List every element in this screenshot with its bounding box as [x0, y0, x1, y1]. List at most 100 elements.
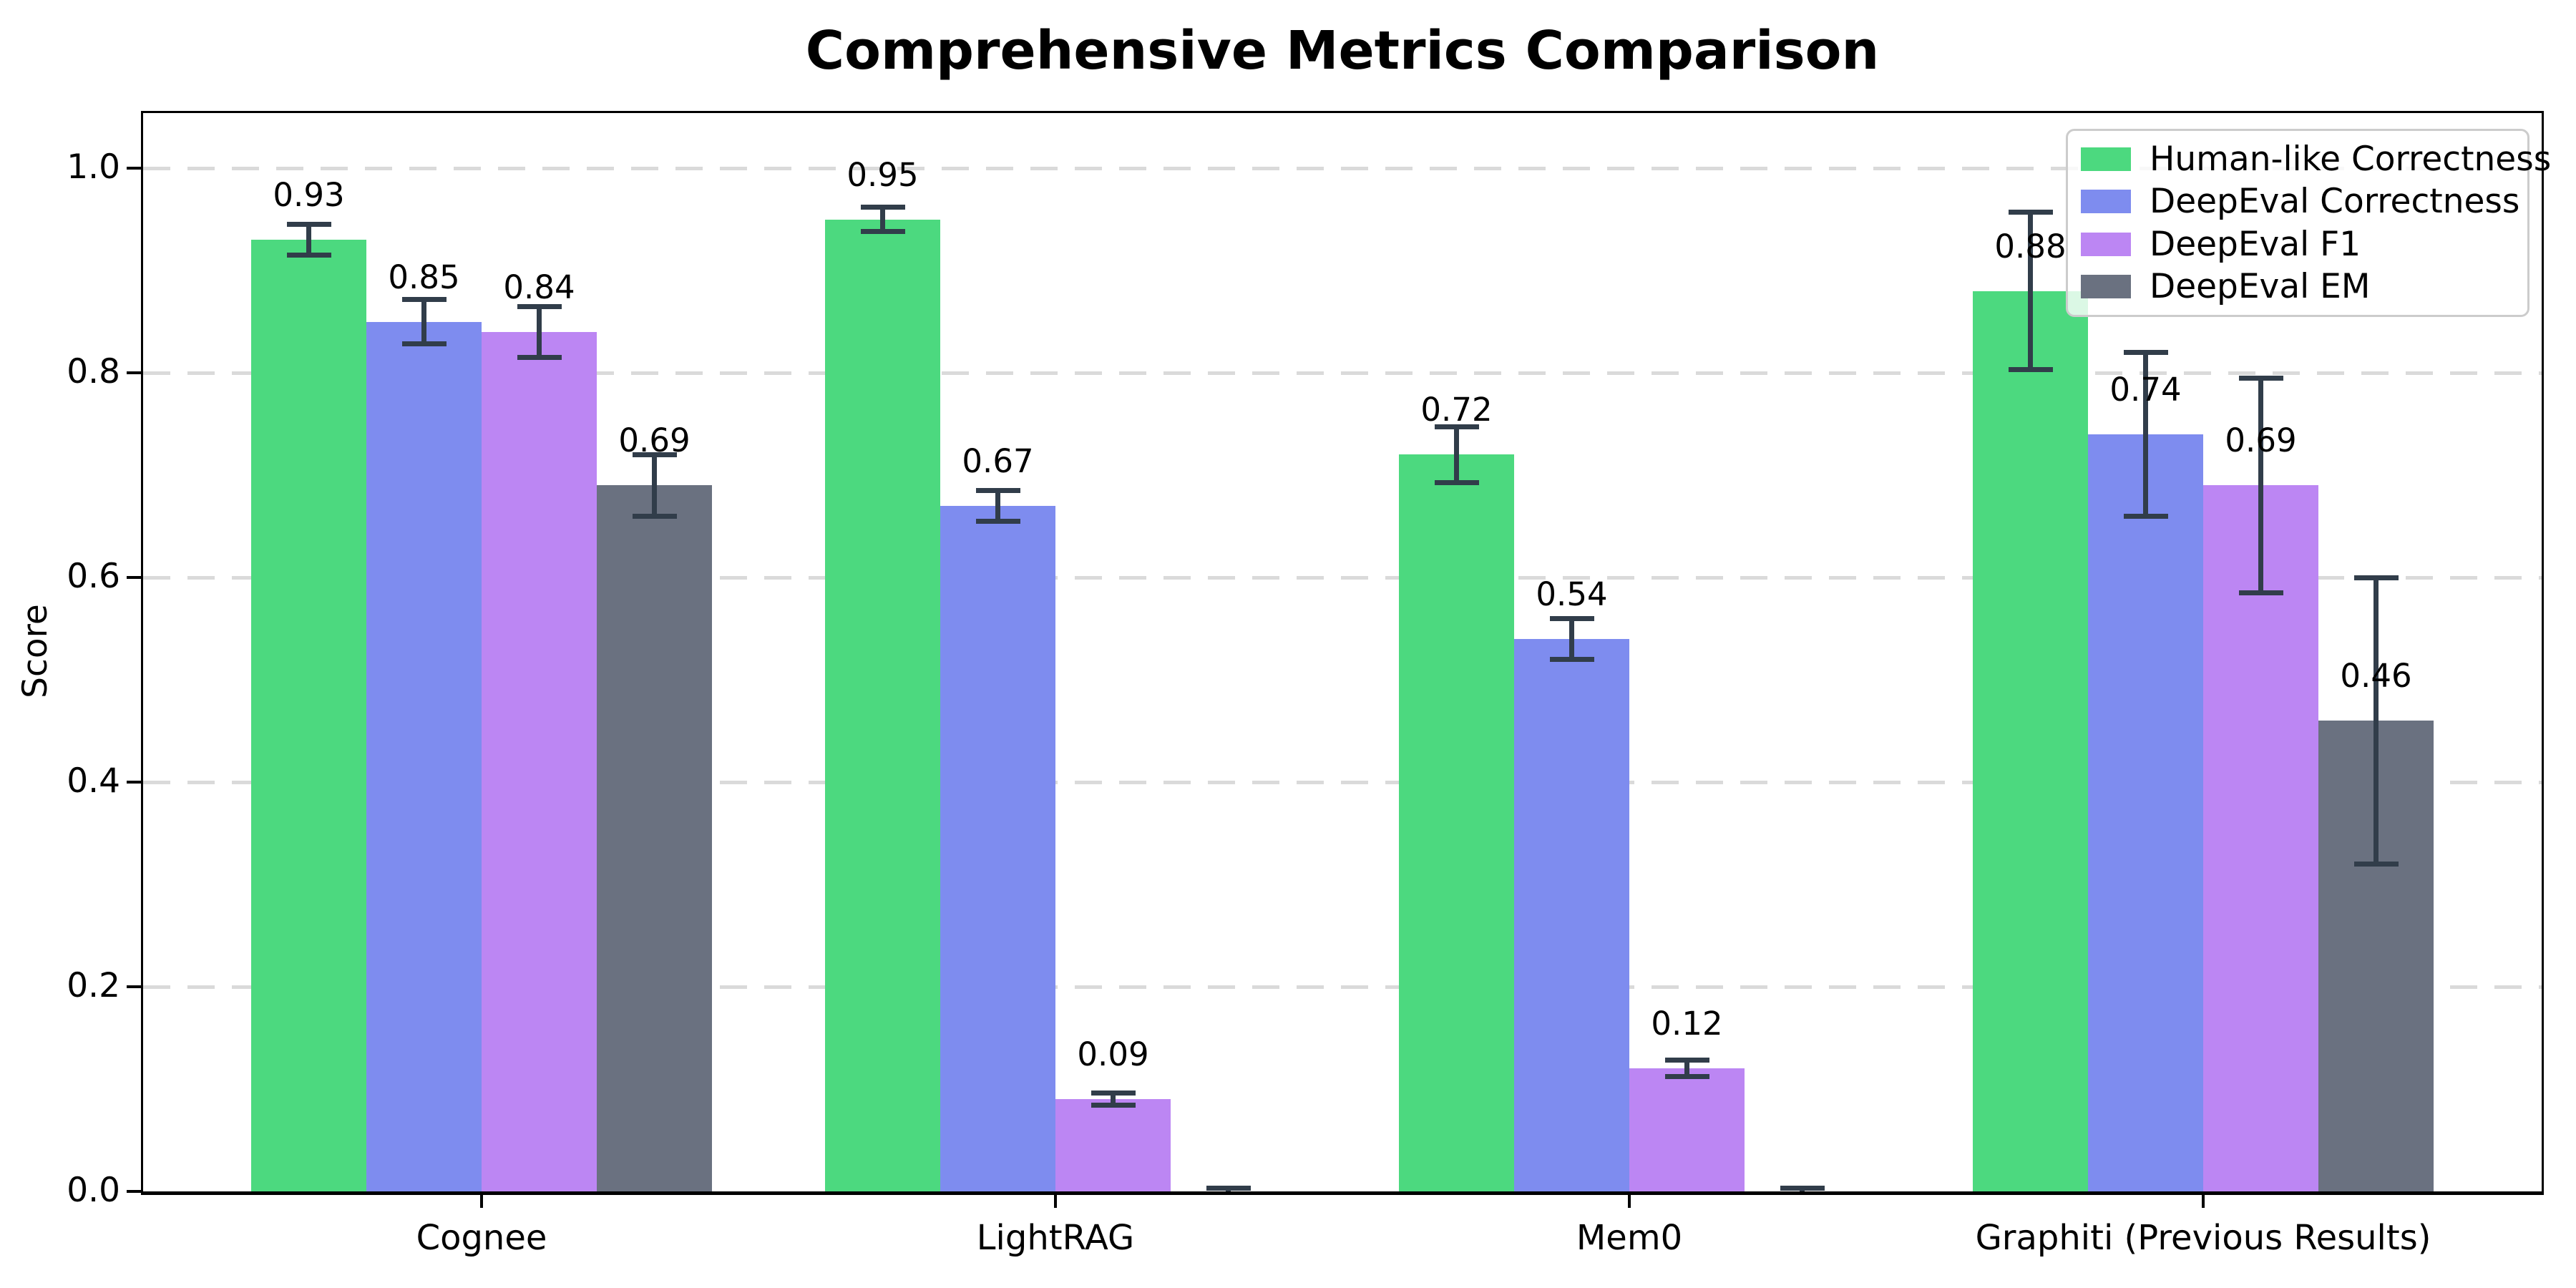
bar — [2088, 434, 2203, 1191]
error-bar-cap — [860, 229, 905, 235]
y-tick-label: 0.4 — [67, 761, 120, 801]
error-bar-cap — [2238, 375, 2283, 381]
legend-label: DeepEval Correctness — [2150, 182, 2520, 222]
bar-value-label: 0.72 — [1420, 391, 1493, 429]
x-tick-mark — [1628, 1195, 1631, 1208]
legend-swatch — [2081, 147, 2131, 172]
error-bar-cap — [632, 452, 677, 457]
bar — [1973, 291, 2088, 1191]
error-bar-cap — [1434, 479, 1479, 485]
error-bar — [2373, 577, 2379, 864]
error-bar-cap — [632, 513, 677, 519]
error-bar-cap — [286, 222, 331, 228]
error-bar-cap — [2008, 367, 2053, 373]
y-tick-mark — [127, 576, 141, 579]
error-bar — [2258, 378, 2263, 593]
x-tick-label: Cognee — [416, 1218, 547, 1258]
error-bar-cap — [1664, 1074, 1709, 1080]
error-bar-cap — [1091, 1103, 1136, 1108]
error-bar-cap — [1206, 1186, 1251, 1191]
error-bar — [2143, 352, 2148, 517]
error-bar-cap — [1206, 1192, 1251, 1195]
x-tick-mark — [2202, 1195, 2205, 1208]
error-bar-cap — [975, 518, 1020, 524]
error-bar — [1111, 1093, 1116, 1106]
bar — [2203, 485, 2318, 1191]
error-bar-cap — [517, 355, 562, 361]
gridline — [143, 576, 2542, 580]
bar-value-label: 0.69 — [2225, 421, 2297, 460]
bar — [1629, 1068, 1745, 1191]
error-bar-cap — [1549, 615, 1594, 621]
y-tick-label: 1.0 — [67, 147, 120, 187]
error-bar — [880, 207, 885, 232]
legend-item: Human-like Correctness — [2081, 140, 2551, 179]
y-tick-mark — [127, 371, 141, 374]
error-bar-cap — [2123, 513, 2168, 519]
bar-value-label: 0.88 — [1994, 227, 2067, 265]
error-bar — [1684, 1060, 1689, 1077]
bar-value-label: 0.85 — [388, 258, 460, 296]
legend-swatch — [2081, 274, 2131, 298]
legend-swatch — [2081, 190, 2131, 214]
bar-value-label: 0.74 — [2109, 370, 2182, 409]
gridline — [143, 167, 2542, 170]
bar — [940, 505, 1055, 1191]
legend: Human-like Correctness DeepEval Correctne… — [2066, 129, 2551, 317]
gridline — [143, 985, 2542, 989]
error-bar-cap — [2353, 575, 2399, 580]
error-bar — [1569, 618, 1574, 660]
bar-value-label: 0.46 — [2340, 657, 2412, 696]
error-bar-cap — [1549, 656, 1594, 662]
error-bar — [995, 490, 1000, 522]
y-tick-mark — [127, 1190, 141, 1193]
bar — [1514, 638, 1629, 1191]
error-bar — [306, 224, 311, 255]
bar-value-label: 0.69 — [618, 421, 691, 460]
y-tick-label: 0.2 — [67, 966, 120, 1005]
error-bar — [2028, 212, 2033, 370]
error-bar-cap — [1780, 1186, 1825, 1191]
chart-title: Comprehensive Metrics Comparison — [805, 20, 1880, 82]
error-bar-cap — [286, 253, 331, 258]
legend-label: Human-like Correctness — [2150, 140, 2552, 180]
y-tick-label: 0.8 — [67, 352, 120, 391]
error-bar-cap — [1434, 424, 1479, 430]
error-bar-cap — [2353, 861, 2399, 867]
x-tick-mark — [1054, 1195, 1057, 1208]
error-bar-cap — [2008, 209, 2053, 215]
bar-value-label: 0.93 — [273, 176, 345, 215]
x-tick-label: Graphiti (Previous Results) — [1975, 1218, 2431, 1258]
bar-value-label: 0.12 — [1651, 1005, 1723, 1043]
error-bar-cap — [1091, 1091, 1136, 1096]
legend-item: DeepEval Correctness — [2081, 182, 2519, 221]
y-tick-mark — [127, 167, 141, 170]
error-bar-cap — [1664, 1058, 1709, 1063]
error-bar-cap — [860, 204, 905, 210]
legend-label: DeepEval EM — [2150, 266, 2371, 306]
x-tick-label: Mem0 — [1576, 1218, 1683, 1258]
gridline — [143, 781, 2542, 784]
error-bar-cap — [2238, 590, 2283, 595]
bar — [597, 485, 712, 1191]
error-bar-cap — [517, 303, 562, 309]
x-tick-mark — [480, 1195, 483, 1208]
error-bar-cap — [2123, 349, 2168, 355]
bar — [366, 321, 482, 1191]
bar — [482, 331, 597, 1191]
bar-value-label: 0.09 — [1077, 1035, 1149, 1074]
bar — [1055, 1099, 1171, 1191]
error-bar-cap — [975, 487, 1020, 493]
bar — [1399, 454, 1514, 1191]
y-tick-label: 0.0 — [67, 1171, 120, 1210]
error-bar — [537, 306, 542, 358]
x-tick-label: LightRAG — [976, 1218, 1135, 1258]
bar-value-label: 0.54 — [1536, 575, 1608, 613]
bar-value-label: 0.67 — [962, 441, 1034, 480]
bar-value-label: 0.84 — [503, 268, 575, 306]
legend-item: DeepEval F1 — [2081, 225, 2514, 264]
gridline — [143, 371, 2542, 375]
bar — [825, 219, 940, 1191]
y-tick-mark — [127, 985, 141, 988]
